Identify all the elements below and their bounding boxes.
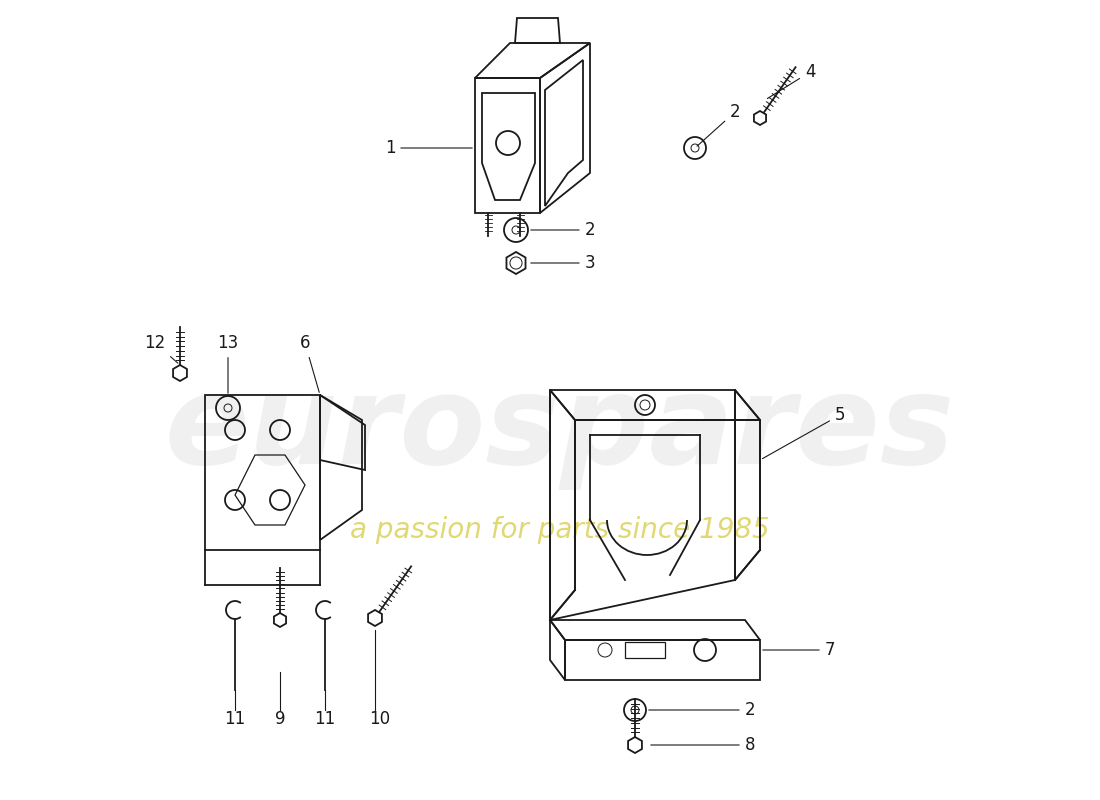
Text: 9: 9: [275, 710, 285, 728]
Text: 10: 10: [370, 710, 390, 728]
Text: 1: 1: [385, 139, 472, 157]
Text: 13: 13: [218, 334, 239, 394]
Text: eurospares: eurospares: [165, 370, 955, 490]
Text: 12: 12: [144, 334, 178, 363]
Text: 3: 3: [531, 254, 595, 272]
Text: 4: 4: [768, 63, 815, 98]
Text: 5: 5: [762, 406, 845, 458]
Text: 11: 11: [224, 710, 245, 728]
Text: 2: 2: [697, 103, 740, 146]
Text: 6: 6: [299, 334, 319, 392]
Text: 8: 8: [651, 736, 756, 754]
Text: 2: 2: [531, 221, 595, 239]
Text: 7: 7: [762, 641, 835, 659]
Text: 2: 2: [649, 701, 756, 719]
Text: 11: 11: [315, 710, 336, 728]
Text: a passion for parts since 1985: a passion for parts since 1985: [350, 516, 770, 544]
